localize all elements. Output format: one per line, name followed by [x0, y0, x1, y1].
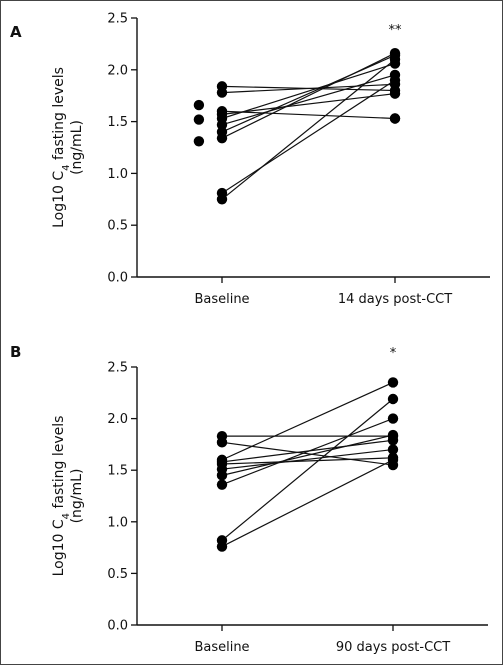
data-point-end [387, 454, 399, 466]
data-point-end [387, 393, 399, 405]
data-point-start [216, 470, 228, 481]
y-tick-label: 0.5 [107, 219, 128, 234]
series-line [221, 52, 396, 139]
y-tick-label: 2.0 [107, 63, 128, 78]
data-point-unpaired [193, 114, 205, 125]
y-tick-label: 1.0 [107, 515, 128, 530]
panel-label: A [10, 23, 22, 41]
series-line [221, 459, 394, 548]
x-tick-label: 90 days post-CCT [336, 640, 450, 655]
series-line [221, 110, 396, 120]
y-axis-label: Log10 C4 fasting levels [51, 416, 72, 577]
y-tick-label: 2.0 [107, 412, 128, 427]
series-line [221, 418, 394, 486]
data-point-start [216, 119, 228, 130]
y-tick-label: 2.5 [107, 361, 128, 376]
series-line [221, 448, 394, 470]
data-point-unpaired [193, 136, 205, 147]
chart-panel-b: B 0.0 0.5 1.0 1.5 2.0 2.5 Baseline 90 days post-… [10, 343, 488, 655]
significance-marker: ** [389, 23, 403, 38]
significance-marker: * [390, 346, 397, 361]
series-line [221, 54, 396, 133]
data-point-start [216, 194, 228, 205]
y-axis-label: Log10 C4 fasting levels [51, 67, 72, 228]
data-point-start [216, 132, 228, 144]
data-point-start [216, 541, 228, 552]
y-tick-label: 1.5 [107, 115, 128, 130]
series-line [221, 398, 394, 541]
series-line [221, 58, 396, 200]
y-tick-label: 1.5 [107, 464, 128, 479]
series-line [221, 93, 396, 115]
data-point-unpaired [193, 99, 205, 111]
y-axis-unit-label: (ng/mL) [69, 120, 85, 175]
data-point-start [216, 437, 228, 448]
data-point-unpaired [389, 113, 401, 124]
data-point-end [387, 444, 399, 455]
series-line [221, 434, 394, 476]
y-tick-label: 0.0 [107, 271, 128, 286]
data-point-end [389, 88, 401, 99]
data-point-end [389, 74, 401, 86]
y-tick-label: 1.0 [107, 167, 128, 182]
series-line [221, 441, 394, 466]
series-line [221, 83, 396, 94]
data-point-start [216, 479, 228, 490]
x-tick-label: Baseline [194, 292, 249, 307]
data-point-end [387, 377, 399, 388]
data-point-end [389, 54, 401, 65]
series-line [221, 63, 396, 120]
data-point-start [216, 87, 228, 98]
data-point-end [387, 413, 399, 424]
series-line [221, 79, 396, 194]
data-point-end [387, 429, 399, 441]
series-line [221, 457, 394, 465]
y-tick-label: 0.5 [107, 567, 128, 582]
x-tick-label: 14 days post-CCT [338, 292, 452, 307]
y-axis-unit-label: (ng/mL) [69, 469, 85, 524]
y-tick-label: 0.0 [107, 619, 128, 634]
y-tick-label: 2.5 [107, 12, 128, 27]
series-line [221, 381, 394, 461]
panel-label: B [10, 343, 21, 361]
x-tick-label: Baseline [194, 640, 249, 655]
chart-panel-a: A 0.0 0.5 1.0 1.5 2.0 2.5 Baseline 14 days post-… [10, 12, 490, 307]
